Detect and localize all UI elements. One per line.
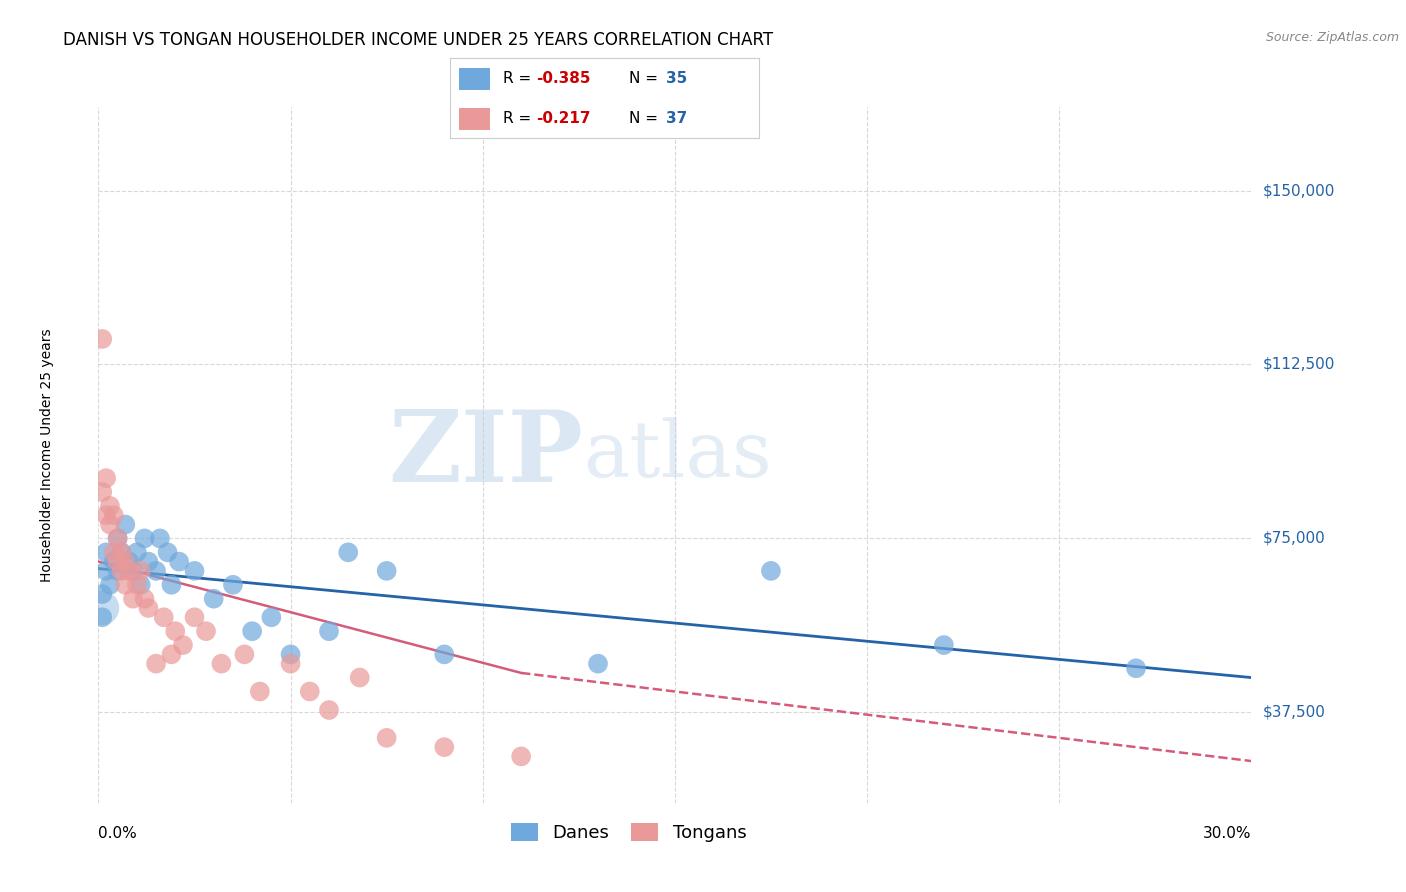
Text: R =: R = [502,112,536,127]
Point [125,578,148,592]
Point [149,532,172,546]
Point [134,532,156,546]
Point [125,545,148,559]
Text: $150,000: $150,000 [1263,183,1334,198]
Point [183,564,205,578]
Point [318,624,340,639]
Point [134,591,156,606]
Point [118,564,141,578]
Point [91,601,114,615]
Point [183,610,205,624]
Point [233,648,256,662]
Text: 35: 35 [666,71,688,87]
Point [172,638,194,652]
Point [759,564,782,578]
Point [152,610,174,624]
Point [94,508,117,523]
Point [249,684,271,698]
Point [129,578,152,592]
Point [160,648,183,662]
Point [91,587,114,601]
Text: $75,000: $75,000 [1263,531,1326,546]
Point [103,545,125,559]
Point [932,638,955,652]
Bar [460,68,491,90]
Point [94,471,117,485]
Point [94,564,117,578]
Point [1125,661,1147,675]
Point [110,564,132,578]
Text: 37: 37 [666,112,688,127]
Point [103,555,125,569]
Point [114,555,136,569]
Point [145,564,167,578]
Point [160,578,183,592]
Point [349,671,371,685]
Point [91,610,114,624]
Point [107,555,129,569]
Point [91,332,114,346]
Point [114,578,136,592]
Point [98,517,121,532]
Point [375,731,398,745]
Point [433,648,456,662]
Point [433,740,456,755]
Point [240,624,263,639]
Point [260,610,283,624]
Text: Source: ZipAtlas.com: Source: ZipAtlas.com [1265,31,1399,45]
Point [107,532,129,546]
Point [98,578,121,592]
Point [94,545,117,559]
Point [122,591,145,606]
Point [107,532,129,546]
Point [209,657,232,671]
Point [138,601,160,615]
Text: -0.217: -0.217 [537,112,591,127]
Point [122,564,145,578]
Point [138,555,160,569]
Text: Householder Income Under 25 years: Householder Income Under 25 years [39,328,53,582]
Text: N =: N = [630,71,664,87]
Point [318,703,340,717]
Point [280,648,302,662]
Point [103,508,125,523]
Point [98,499,121,513]
Point [129,564,152,578]
Point [167,555,190,569]
Point [195,624,218,639]
Point [202,591,225,606]
Text: DANISH VS TONGAN HOUSEHOLDER INCOME UNDER 25 YEARS CORRELATION CHART: DANISH VS TONGAN HOUSEHOLDER INCOME UNDE… [63,31,773,49]
Text: -0.385: -0.385 [537,71,591,87]
Point [110,545,132,559]
Point [107,564,129,578]
Point [114,517,136,532]
Text: $37,500: $37,500 [1263,705,1326,720]
Point [222,578,245,592]
Text: ZIP: ZIP [388,407,582,503]
Legend: Danes, Tongans: Danes, Tongans [503,815,754,849]
Point [586,657,609,671]
Point [165,624,187,639]
Point [375,564,398,578]
Point [145,657,167,671]
Text: 30.0%: 30.0% [1204,826,1251,841]
Point [91,485,114,500]
Bar [460,108,491,130]
Text: atlas: atlas [582,417,772,492]
Text: R =: R = [502,71,536,87]
Text: $112,500: $112,500 [1263,357,1334,372]
Text: 0.0%: 0.0% [98,826,138,841]
Point [337,545,360,559]
Point [280,657,302,671]
Point [110,545,132,559]
Point [156,545,179,559]
Text: N =: N = [630,112,664,127]
Point [510,749,533,764]
Point [298,684,321,698]
Point [118,555,141,569]
